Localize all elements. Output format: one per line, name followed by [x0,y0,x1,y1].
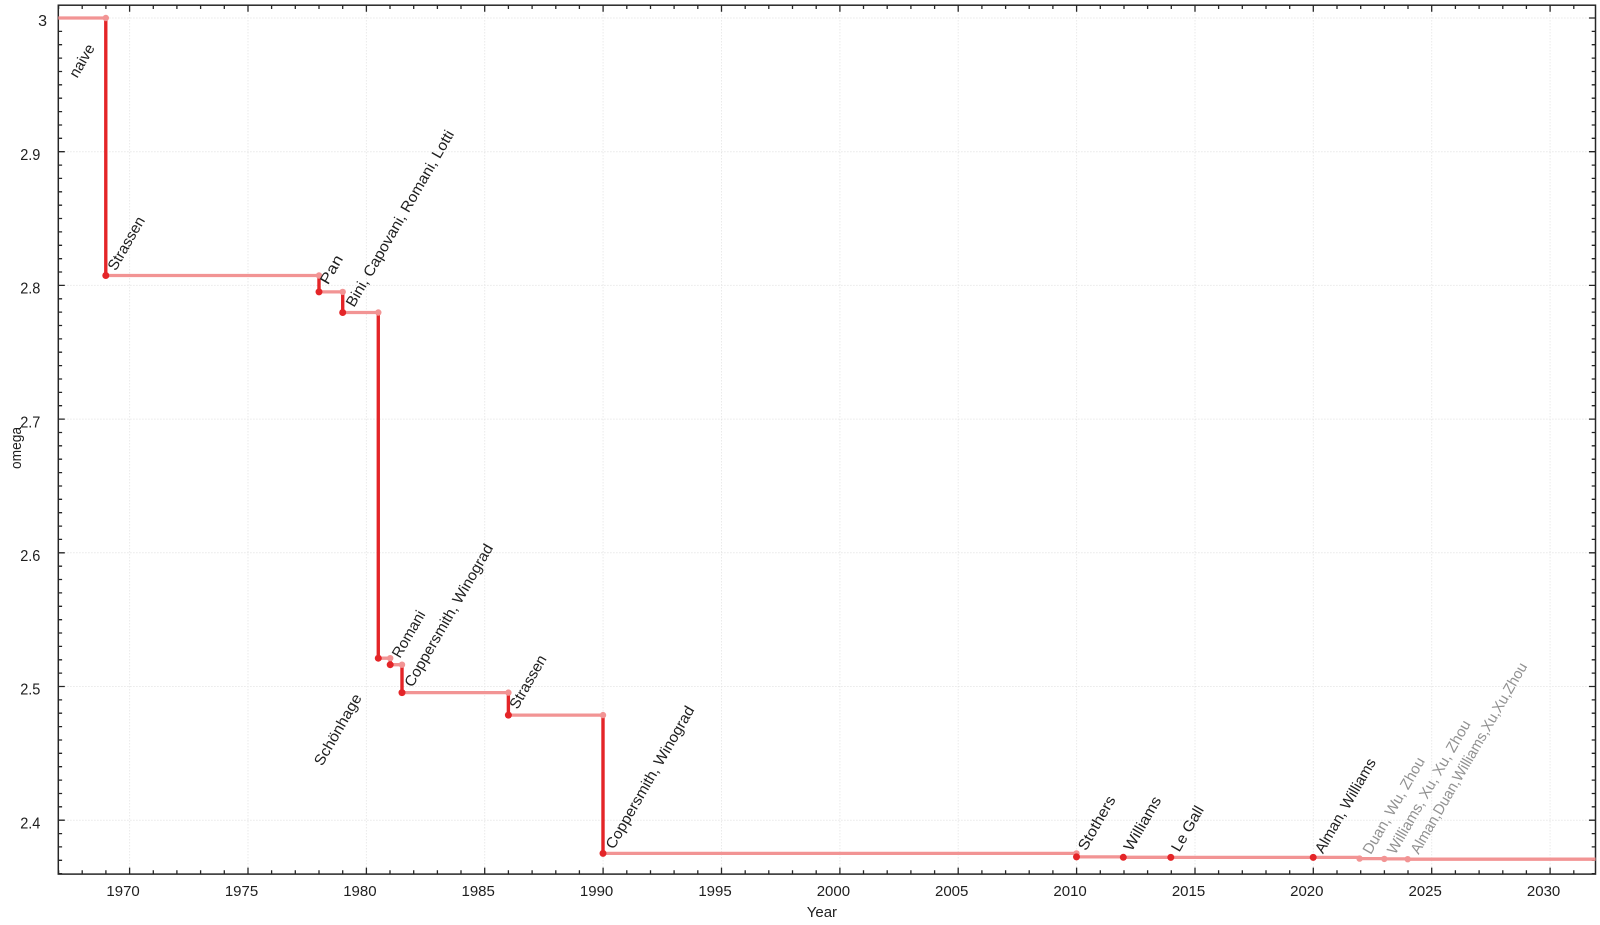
svg-text:2015: 2015 [1172,883,1205,900]
svg-text:1980: 1980 [343,883,376,900]
svg-text:2.6: 2.6 [20,548,40,565]
svg-text:2020: 2020 [1290,883,1323,900]
svg-text:2025: 2025 [1409,883,1442,900]
svg-text:1990: 1990 [580,883,613,900]
svg-text:3: 3 [38,13,47,30]
svg-text:2030: 2030 [1527,883,1560,900]
svg-text:2.5: 2.5 [20,682,40,699]
svg-text:2.9: 2.9 [20,147,40,164]
svg-text:1970: 1970 [106,883,139,900]
svg-text:2000: 2000 [817,883,850,900]
svg-text:omega: omega [8,426,25,469]
svg-text:2010: 2010 [1053,883,1086,900]
svg-text:Year: Year [807,904,837,920]
svg-text:2.7: 2.7 [20,414,40,431]
svg-text:1975: 1975 [225,883,258,900]
svg-text:1985: 1985 [462,883,495,900]
svg-text:2.4: 2.4 [20,815,40,832]
svg-text:2.8: 2.8 [20,281,40,298]
svg-text:2005: 2005 [935,883,968,900]
svg-text:1995: 1995 [698,883,731,900]
